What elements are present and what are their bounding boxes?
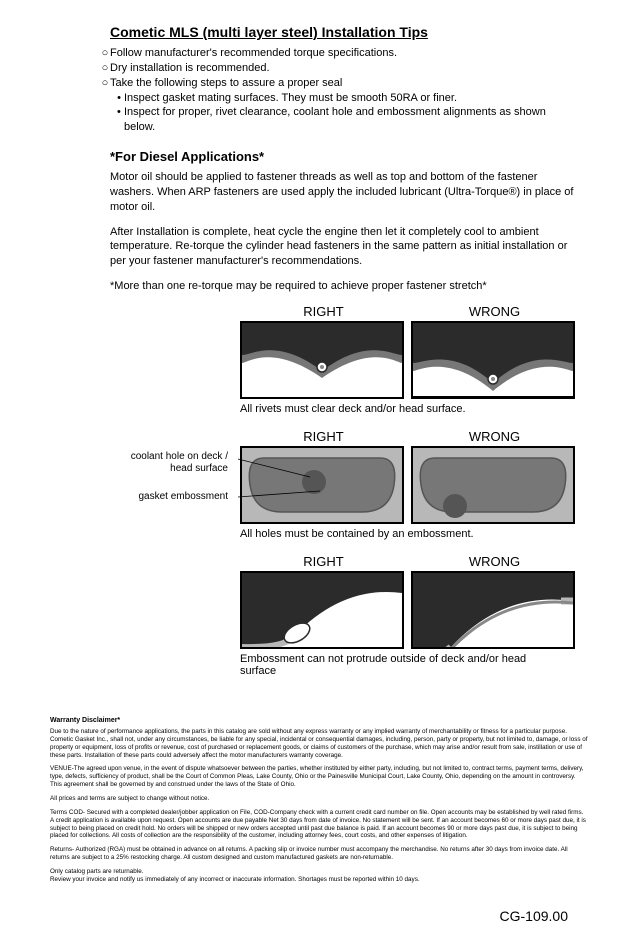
- diagram-protrude-wrong: [411, 571, 575, 649]
- footer-code: CG-109.00: [110, 908, 578, 924]
- diagram-row-1: RIGHT WRONG: [110, 304, 578, 425]
- diagram-emboss-wrong: [411, 446, 575, 524]
- label-wrong-2: WRONG: [411, 429, 578, 444]
- bullet-1: Follow manufacturer's recommended torque…: [110, 46, 397, 61]
- caption-1: All rivets must clear deck and/or head s…: [240, 403, 578, 415]
- diagram-rivet-right: [240, 321, 404, 399]
- caption-2: All holes must be contained by an emboss…: [240, 528, 578, 540]
- diagram-row-2: coolant hole on deck / head surface gask…: [110, 429, 578, 550]
- diagram-rivet-wrong: [411, 321, 575, 399]
- disclaimer-p1: Due to the nature of performance applica…: [50, 728, 588, 759]
- caption-3: Embossment can not protrude outside of d…: [240, 653, 560, 677]
- label-right-3: RIGHT: [240, 554, 407, 569]
- paragraph-3: *More than one re-torque may be required…: [110, 279, 578, 294]
- diagrams: RIGHT WRONG: [110, 304, 578, 687]
- disclaimer-p6: Only catalog parts are returnable. Revie…: [50, 868, 588, 884]
- paragraph-1: Motor oil should be applied to fastener …: [110, 170, 578, 215]
- label-wrong: WRONG: [411, 304, 578, 319]
- bullet-3b: Inspect for proper, rivet clearance, coo…: [124, 105, 578, 135]
- disclaimer-p5: Returns- Authorized (RGA) must be obtain…: [50, 846, 588, 862]
- disclaimer-heading: Warranty Disclaimer*: [50, 717, 588, 724]
- bullet-3a: Inspect gasket mating surfaces. They mus…: [124, 91, 457, 106]
- bullet-2: Dry installation is recommended.: [110, 61, 270, 76]
- disclaimer-section: Warranty Disclaimer* Due to the nature o…: [50, 717, 588, 884]
- diagram-row-3: RIGHT WRONG: [110, 554, 578, 687]
- diagram-protrude-right: [240, 571, 404, 649]
- disclaimer-p2: VENUE-The agreed upon venue, in the even…: [50, 765, 588, 789]
- bullet-3: Take the following steps to assure a pro…: [110, 76, 342, 91]
- subheading: *For Diesel Applications*: [110, 149, 578, 164]
- pointer-lines-icon: [110, 429, 270, 529]
- paragraph-2: After Installation is complete, heat cyc…: [110, 225, 578, 270]
- disclaimer-p4: Terms COD- Secured with a completed deal…: [50, 809, 588, 840]
- page: Cometic MLS (multi layer steel) Installa…: [0, 0, 618, 944]
- bullet-list: ○Follow manufacturer's recommended torqu…: [100, 46, 578, 135]
- label-right: RIGHT: [240, 304, 407, 319]
- disclaimer-p3: All prices and terms are subject to chan…: [50, 795, 588, 803]
- label-wrong-3: WRONG: [411, 554, 578, 569]
- page-title: Cometic MLS (multi layer steel) Installa…: [110, 24, 578, 40]
